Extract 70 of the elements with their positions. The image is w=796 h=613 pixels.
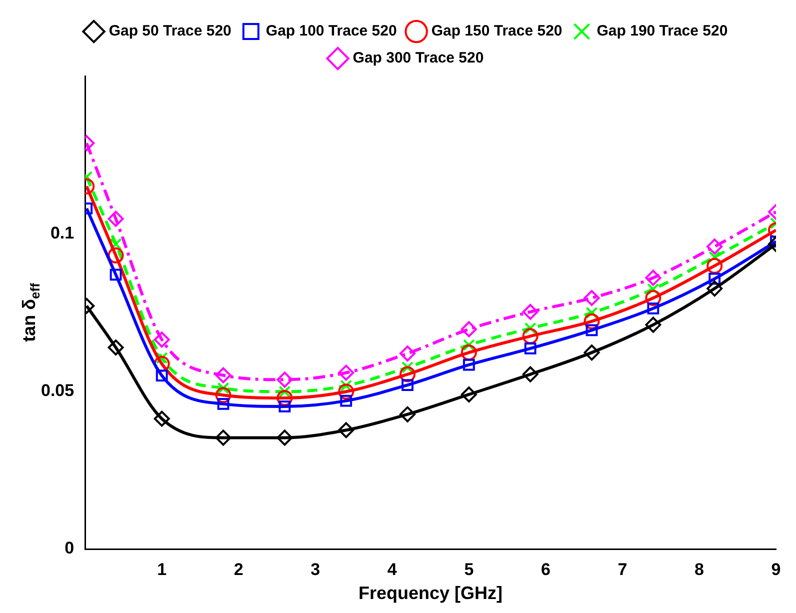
point <box>215 387 232 404</box>
point <box>154 410 170 427</box>
point <box>276 390 293 406</box>
legend-label: Gap 190 Trace 520 <box>596 22 728 40</box>
point <box>108 210 124 227</box>
point <box>706 258 723 274</box>
x-tick-label: 8 <box>694 560 704 579</box>
point <box>706 280 723 297</box>
point <box>460 321 477 338</box>
legend-label: Gap 300 Trace 520 <box>352 50 484 67</box>
point <box>154 332 170 348</box>
point <box>110 238 122 250</box>
point <box>645 290 662 306</box>
x-tick-label: 3 <box>310 560 320 579</box>
point <box>400 345 416 362</box>
point <box>522 366 538 382</box>
point <box>524 322 536 334</box>
x-tick-label: 7 <box>618 560 628 579</box>
point <box>400 406 416 422</box>
point <box>708 272 721 285</box>
point <box>460 386 477 402</box>
point <box>522 304 538 320</box>
y-tick-label: 0 <box>64 538 74 558</box>
x-tick-label: 9 <box>771 560 781 579</box>
point <box>647 283 660 296</box>
point <box>586 306 598 319</box>
point <box>338 422 354 438</box>
point <box>276 372 293 388</box>
y-axis-title: tan δeff <box>18 282 43 342</box>
point <box>276 430 293 446</box>
point <box>706 238 723 255</box>
point <box>645 270 662 286</box>
point <box>338 384 354 400</box>
y-tick-label: 0.1 <box>50 223 74 242</box>
point <box>584 290 600 306</box>
legend-label: Gap 50 Trace 520 <box>108 22 232 40</box>
point <box>586 324 598 336</box>
x-tick-label: 1 <box>157 560 167 579</box>
point <box>215 367 232 384</box>
point <box>338 364 354 381</box>
point <box>156 370 168 382</box>
point <box>462 358 475 371</box>
point <box>217 382 230 394</box>
point <box>110 268 122 281</box>
point <box>524 342 536 354</box>
point <box>217 398 230 410</box>
x-axis-title: Frequency [GHz] <box>358 583 503 604</box>
point <box>108 340 124 356</box>
point <box>108 247 124 264</box>
legend-label: Gap 100 Trace 520 <box>266 22 397 40</box>
point <box>708 251 721 263</box>
point <box>584 313 600 330</box>
point <box>340 394 352 407</box>
point <box>584 344 600 361</box>
point <box>647 302 660 314</box>
point <box>402 361 414 374</box>
point <box>400 366 416 382</box>
point <box>522 328 538 344</box>
point <box>402 379 414 391</box>
point <box>460 344 477 361</box>
y-tick-label: 0.05 <box>40 381 74 400</box>
legend-label: Gap 150 Trace 520 <box>431 22 562 40</box>
x-tick-label: 4 <box>387 560 398 579</box>
x-tick-label: 5 <box>464 560 474 579</box>
point <box>462 339 475 351</box>
point <box>645 316 662 333</box>
x-tick-label: 2 <box>234 560 244 579</box>
x-tick-label: 6 <box>540 560 550 579</box>
point <box>278 400 291 412</box>
point <box>215 430 232 446</box>
